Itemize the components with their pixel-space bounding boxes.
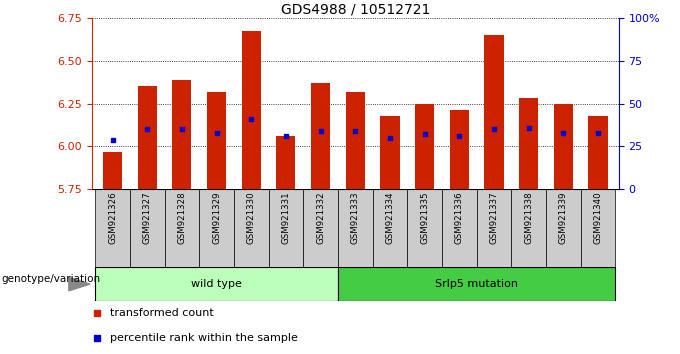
Bar (207, 92, 226, 189)
Bar (95, 189, 130, 267)
Bar (103, 152, 122, 189)
Text: GSM921331: GSM921331 (282, 192, 290, 244)
Text: GSM921335: GSM921335 (420, 192, 429, 244)
Bar (303, 189, 338, 267)
Bar (442, 189, 477, 267)
Bar (554, 103, 573, 189)
Text: GSM921327: GSM921327 (143, 192, 152, 244)
Title: GDS4988 / 10512721: GDS4988 / 10512721 (281, 2, 430, 17)
Bar (484, 35, 503, 189)
Bar (95, 267, 338, 301)
Text: Srlp5 mutation: Srlp5 mutation (435, 279, 518, 289)
Bar (165, 189, 199, 267)
Bar (519, 98, 538, 189)
Text: GSM921332: GSM921332 (316, 192, 325, 244)
Bar (588, 115, 607, 189)
Text: GSM921328: GSM921328 (177, 192, 186, 244)
Text: GSM921337: GSM921337 (490, 192, 498, 244)
Bar (415, 103, 434, 189)
Text: wild type: wild type (191, 279, 242, 289)
Bar (277, 136, 296, 189)
Bar (242, 32, 261, 189)
Bar (269, 189, 303, 267)
Text: percentile rank within the sample: percentile rank within the sample (110, 333, 298, 343)
Text: GSM921340: GSM921340 (594, 192, 602, 244)
Bar (380, 115, 400, 189)
Polygon shape (69, 278, 90, 291)
Bar (581, 189, 615, 267)
Text: GSM921329: GSM921329 (212, 192, 221, 244)
Bar (234, 189, 269, 267)
Bar (338, 189, 373, 267)
Bar (449, 110, 469, 189)
Text: GSM921334: GSM921334 (386, 192, 394, 244)
Text: GSM921336: GSM921336 (455, 192, 464, 244)
Bar (345, 92, 365, 189)
Bar (511, 189, 546, 267)
Bar (199, 189, 234, 267)
Text: GSM921330: GSM921330 (247, 192, 256, 244)
Text: transformed count: transformed count (110, 308, 214, 318)
Bar (477, 189, 511, 267)
Text: GSM921338: GSM921338 (524, 192, 533, 244)
Text: GSM921326: GSM921326 (108, 192, 117, 244)
Text: GSM921339: GSM921339 (559, 192, 568, 244)
Bar (338, 267, 615, 301)
Bar (138, 86, 157, 189)
Bar (173, 80, 192, 189)
Bar (546, 189, 581, 267)
Text: genotype/variation: genotype/variation (2, 274, 101, 284)
Bar (130, 189, 165, 267)
Bar (407, 189, 442, 267)
Text: GSM921333: GSM921333 (351, 192, 360, 244)
Bar (373, 189, 407, 267)
Bar (311, 83, 330, 189)
